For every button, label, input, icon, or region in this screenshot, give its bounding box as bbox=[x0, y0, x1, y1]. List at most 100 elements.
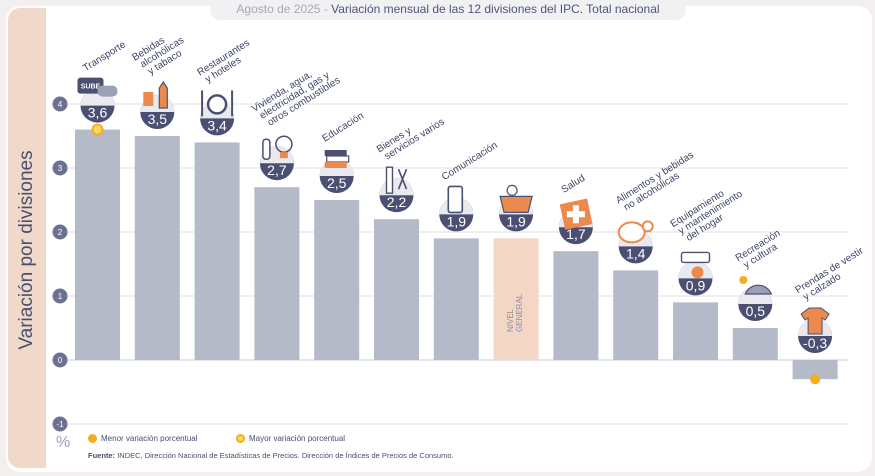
scissors-shape bbox=[397, 168, 408, 190]
bar bbox=[374, 219, 419, 360]
category-label-line: Salud bbox=[560, 173, 588, 196]
category-label-line: Transporte bbox=[81, 39, 128, 74]
leisure-icon bbox=[739, 276, 773, 295]
y-tick-label: 0 bbox=[58, 356, 63, 365]
bar bbox=[613, 270, 659, 360]
icon-backdrop bbox=[379, 178, 414, 196]
source-text: INDEC, Dirección Nacional de Estadística… bbox=[117, 451, 454, 460]
value-label: 2,2 bbox=[387, 194, 407, 210]
y-tick-label: 3 bbox=[58, 164, 63, 173]
book-mid-shape bbox=[326, 155, 350, 163]
y-tick-bubble bbox=[52, 224, 68, 240]
title-text: Variación mensual de las 12 divisiones d… bbox=[331, 2, 660, 16]
min-marker-swatch bbox=[88, 434, 97, 444]
bar-inline-label: NIVELGENERAL bbox=[506, 293, 524, 332]
bus-body-shape bbox=[97, 85, 118, 97]
value-label: 1,9 bbox=[447, 213, 467, 229]
shirt-shape bbox=[800, 307, 830, 335]
value-label: 0,5 bbox=[746, 303, 766, 319]
bar bbox=[792, 360, 838, 380]
category-label: Salud bbox=[560, 173, 588, 196]
min-marker bbox=[810, 374, 821, 385]
category-label-line: Alimentos y bebidas bbox=[614, 150, 696, 207]
bar bbox=[553, 251, 599, 360]
fan-shape bbox=[691, 266, 704, 279]
phone-shape bbox=[447, 185, 464, 214]
category-label: Restaurantesy hoteles bbox=[196, 38, 258, 87]
axis-side-panel bbox=[8, 8, 46, 468]
bar bbox=[75, 129, 120, 360]
value-label: 1,7 bbox=[566, 226, 586, 242]
category-label: Bienes yservicios varios bbox=[375, 108, 447, 164]
food-icon bbox=[617, 220, 654, 244]
category-label: Educación bbox=[320, 110, 365, 144]
drinks-icon bbox=[143, 80, 168, 109]
source-label: Fuente: bbox=[88, 451, 116, 460]
source-note: Fuente: INDEC, Dirección Nacional de Est… bbox=[88, 451, 454, 460]
value-label: 1,9 bbox=[506, 213, 526, 229]
sun-shape bbox=[739, 276, 748, 284]
legend-max-label: Mayor variación porcentual bbox=[249, 434, 346, 443]
book-bottom-shape bbox=[324, 162, 347, 168]
value-label: 3,4 bbox=[207, 117, 227, 133]
bar bbox=[194, 142, 240, 360]
chart-title: Agosto de 2025 - Variación mensual de la… bbox=[210, 0, 686, 20]
bar bbox=[433, 238, 479, 360]
utilities-icon bbox=[262, 135, 293, 160]
y-tick-label: -1 bbox=[56, 420, 64, 429]
value-label: 2,7 bbox=[267, 162, 287, 178]
legend-min: Menor variación porcentual bbox=[88, 434, 198, 444]
bus-card-icon: SUBE bbox=[77, 77, 118, 97]
category-label-line: Educación bbox=[320, 110, 365, 144]
unit-label: % bbox=[56, 434, 71, 451]
books-icon bbox=[324, 150, 350, 168]
legend-min-label: Menor variación porcentual bbox=[101, 434, 198, 443]
y-tick-bubble bbox=[52, 416, 68, 432]
food-leg-shape bbox=[641, 220, 654, 233]
category-label: Vivienda, agua,electricidad, gas yotros … bbox=[250, 58, 342, 132]
bar bbox=[134, 136, 180, 360]
y-tick-bubble bbox=[52, 160, 68, 176]
phone-icon bbox=[447, 185, 464, 214]
basket-item-shape bbox=[506, 184, 518, 196]
category-label: Recreacióny cultura bbox=[734, 228, 788, 273]
bus-card-shape bbox=[77, 77, 104, 94]
value-label: 3,6 bbox=[88, 105, 108, 121]
value-label: 3,5 bbox=[148, 111, 168, 127]
book-top-shape bbox=[324, 150, 347, 156]
bar-inline-line: GENERAL bbox=[515, 293, 524, 332]
basket-shape bbox=[499, 195, 533, 213]
title-separator: - bbox=[320, 2, 332, 16]
value-label: 2,5 bbox=[327, 175, 347, 191]
value-label: 0,9 bbox=[686, 277, 706, 293]
y-tick-label: 4 bbox=[58, 100, 63, 109]
y-tick-bubble bbox=[52, 352, 68, 368]
appliance-icon bbox=[680, 251, 711, 279]
basket-icon bbox=[499, 184, 533, 213]
comb-shape bbox=[385, 166, 394, 194]
plug-shape bbox=[262, 138, 271, 160]
ac-shape bbox=[680, 251, 711, 264]
plate-shape bbox=[206, 94, 228, 115]
category-label: Transporte bbox=[81, 39, 128, 74]
kit-cross-shape bbox=[566, 205, 585, 224]
value-label: -0,3 bbox=[803, 335, 827, 351]
glass-shape bbox=[143, 92, 154, 106]
category-label: Bebidasalcohólicasy tabaco bbox=[130, 26, 191, 80]
category-label: Equipamientoy mantenimientodel hogar bbox=[669, 180, 751, 247]
bus-card-text: SUBE bbox=[81, 84, 101, 91]
category-label: Comunicación bbox=[440, 140, 500, 183]
food-shape bbox=[617, 221, 646, 244]
medical-kit-icon bbox=[559, 198, 593, 230]
dining-icon bbox=[201, 90, 234, 117]
bar bbox=[254, 187, 300, 360]
y-tick-label: 1 bbox=[58, 292, 63, 301]
max-marker-swatch bbox=[236, 434, 245, 444]
bar bbox=[673, 302, 718, 360]
title-date: Agosto de 2025 bbox=[236, 2, 321, 16]
bar bbox=[493, 238, 539, 360]
bar-inline-line: NIVEL bbox=[506, 308, 515, 332]
value-label: 1,4 bbox=[626, 245, 646, 261]
bar bbox=[732, 328, 778, 360]
bulb-base-shape bbox=[279, 152, 288, 159]
